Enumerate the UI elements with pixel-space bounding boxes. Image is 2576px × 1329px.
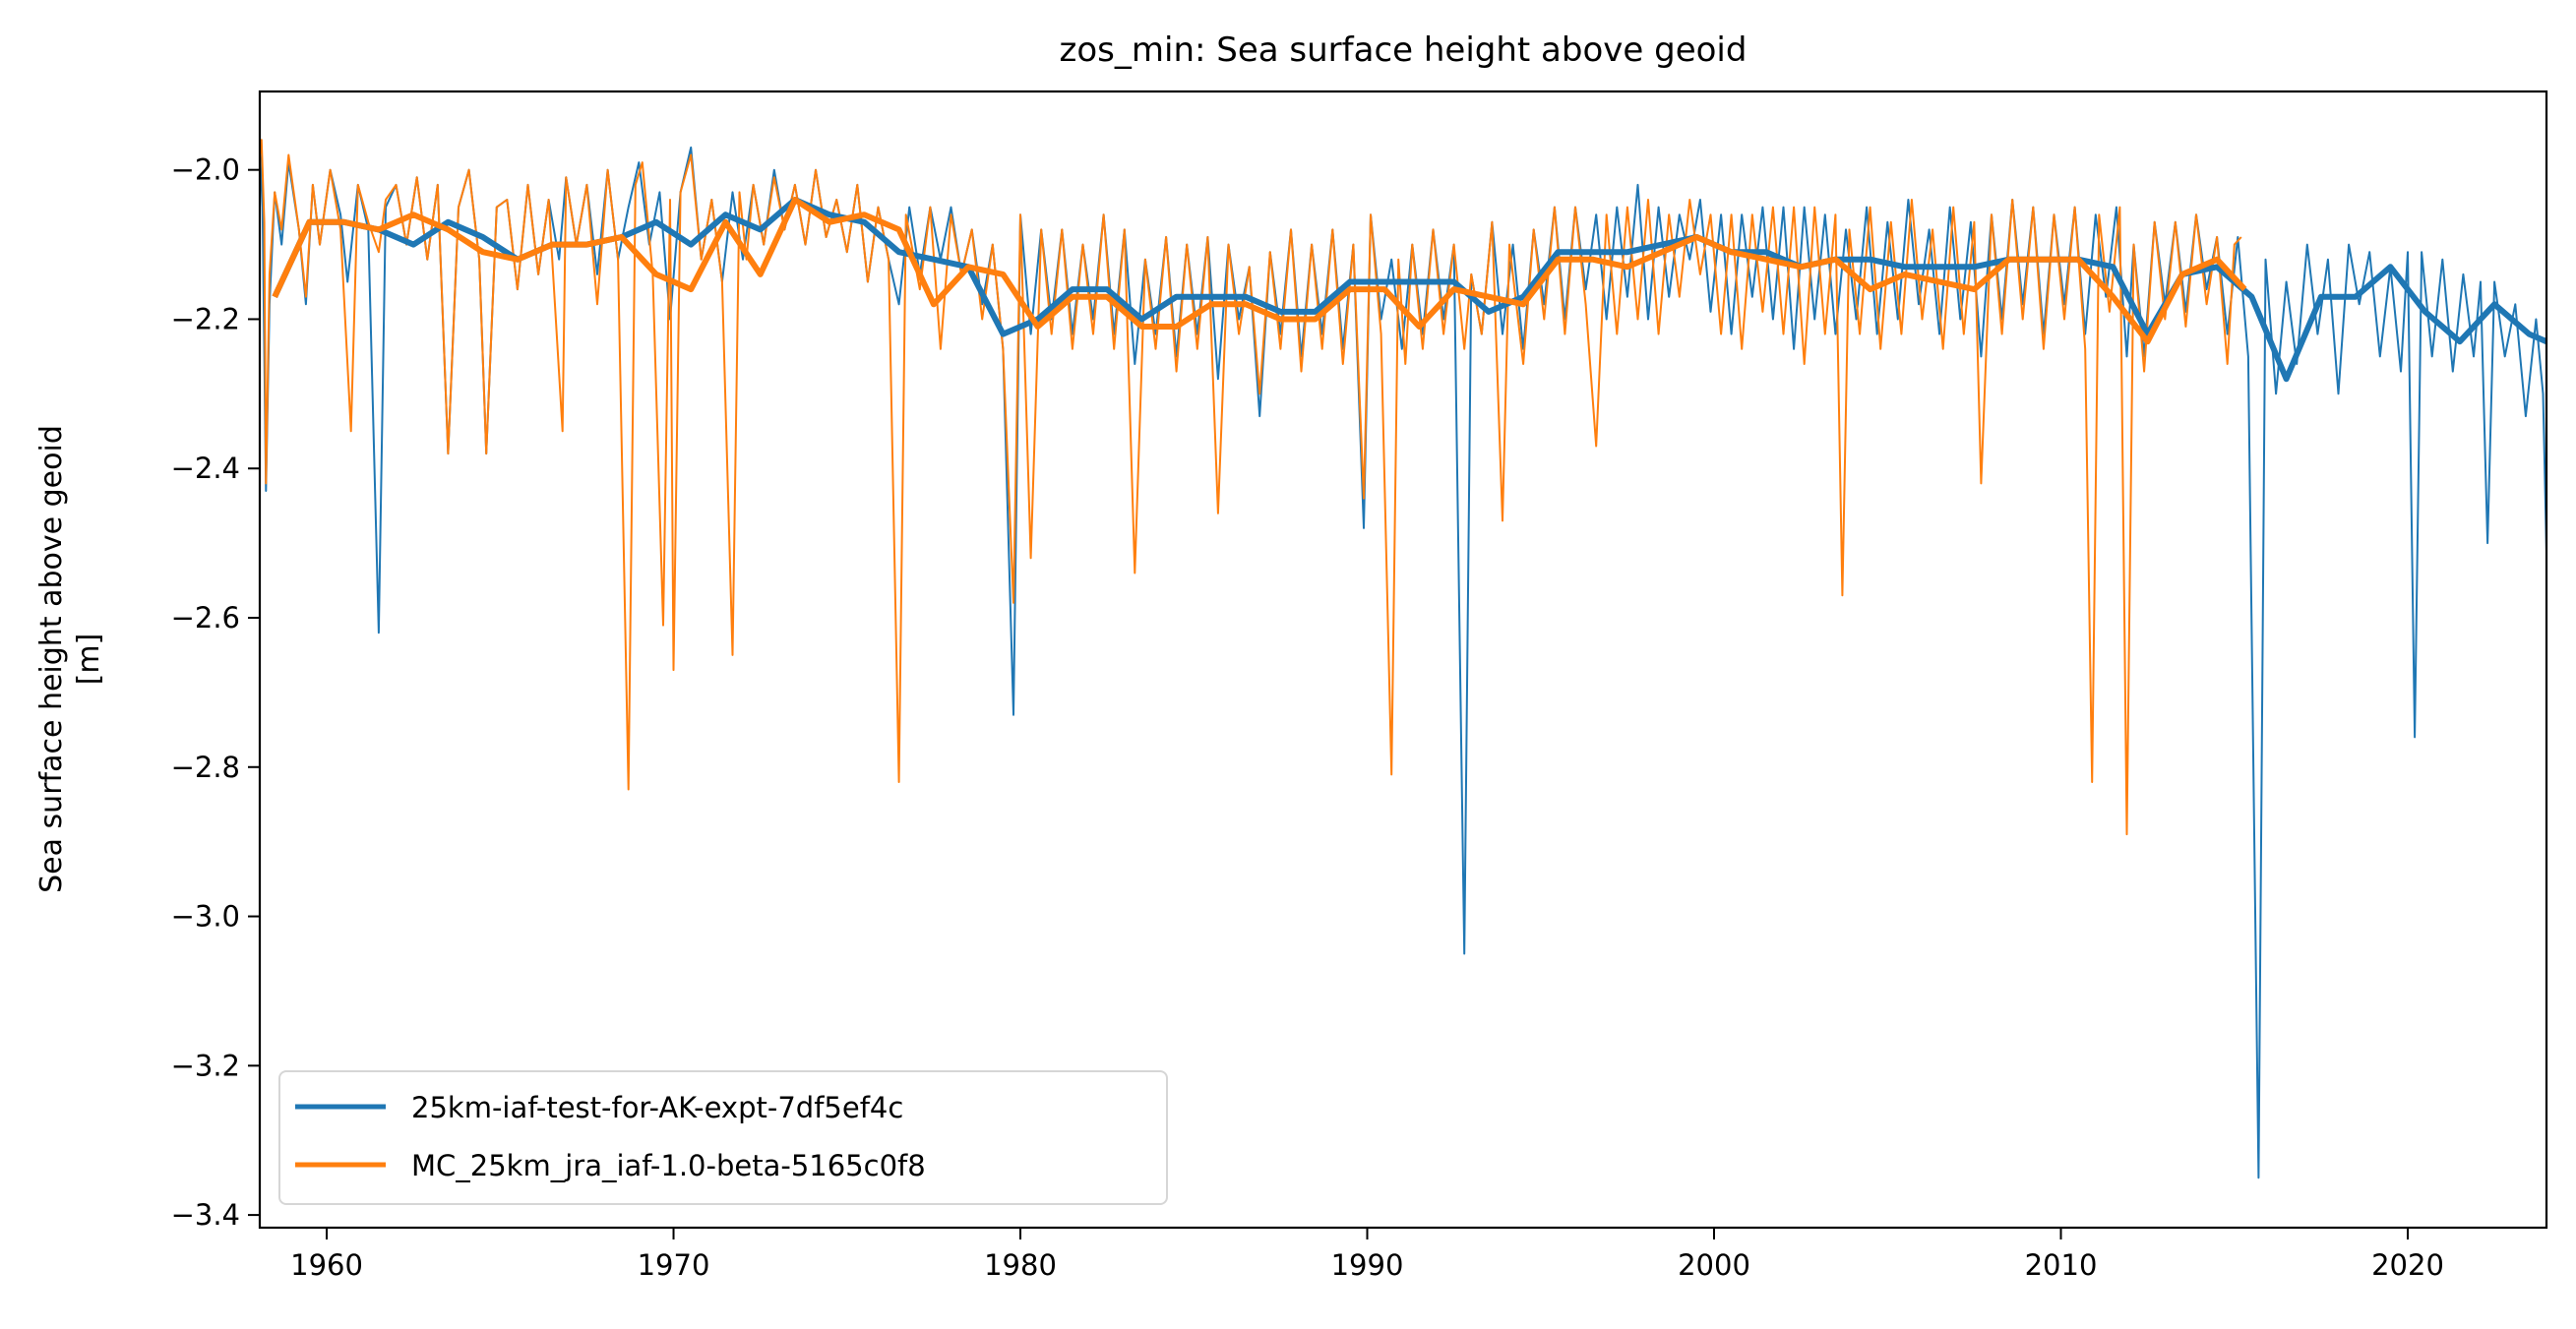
- x-tick-label: 2000: [1678, 1248, 1750, 1282]
- y-tick-label: −2.6: [171, 601, 240, 634]
- legend-label-orange: MC_25km_jra_iaf-1.0-beta-5165c0f8: [411, 1149, 926, 1182]
- y-axis: −2.0 −2.2 −2.4 −2.6 −2.8 −3.0 −3.2 −3.4: [171, 153, 260, 1232]
- y-tick-label: −2.0: [171, 153, 240, 187]
- y-axis-label-line-2: [m]: [72, 634, 106, 686]
- legend-label-blue: 25km-iaf-test-for-AK-expt-7df5ef4c: [411, 1091, 903, 1124]
- series-1-monthly-line: [260, 139, 2242, 836]
- x-tick-label: 1980: [984, 1248, 1057, 1282]
- y-tick-label: −2.8: [171, 751, 240, 784]
- series-1-annual-mean-line: [272, 197, 2247, 345]
- x-tick-label: 1990: [1331, 1248, 1404, 1282]
- y-tick-label: −2.2: [171, 302, 240, 335]
- y-axis-label: Sea surface height above geoid [m]: [34, 425, 106, 893]
- chart-title: zos_min: Sea surface height above geoid: [1060, 30, 1748, 70]
- legend: 25km-iaf-test-for-AK-expt-7df5ef4c MC_25…: [278, 1070, 1168, 1205]
- x-tick-label: 1960: [290, 1248, 363, 1282]
- plot-area: [260, 139, 2546, 1179]
- legend-box: [278, 1070, 1168, 1205]
- y-axis-label-line-1: Sea surface height above geoid: [34, 425, 69, 893]
- y-tick-label: −3.2: [171, 1049, 240, 1082]
- y-tick-label: −3.4: [171, 1198, 240, 1232]
- x-tick-label: 2010: [2025, 1248, 2098, 1282]
- axes-frame: [258, 90, 2548, 1230]
- x-axis: 1960 1970 1980 1990 2000 2010 2020: [290, 1228, 2444, 1282]
- y-tick-label: −2.4: [171, 452, 240, 485]
- x-tick-label: 2020: [2371, 1248, 2444, 1282]
- x-tick-label: 1970: [638, 1248, 710, 1282]
- y-tick-label: −3.0: [171, 900, 240, 934]
